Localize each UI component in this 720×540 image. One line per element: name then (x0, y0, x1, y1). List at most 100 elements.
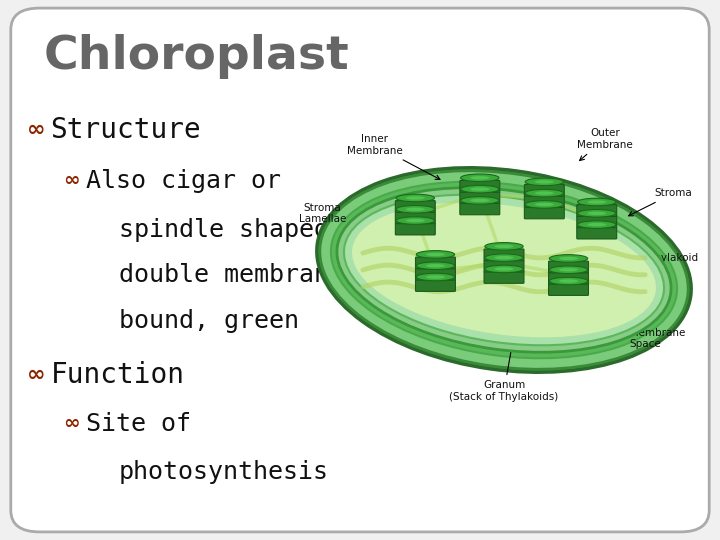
Ellipse shape (406, 197, 425, 200)
Text: bound, green: bound, green (119, 309, 299, 333)
Ellipse shape (577, 205, 616, 213)
Text: Stroma
Lamellae: Stroma Lamellae (299, 202, 392, 256)
Text: ∞: ∞ (63, 414, 80, 434)
Text: ∞: ∞ (27, 119, 46, 140)
Text: Granum
(Stack of Thylakoids): Granum (Stack of Thylakoids) (449, 326, 559, 402)
FancyBboxPatch shape (395, 223, 436, 235)
Ellipse shape (559, 257, 578, 260)
FancyBboxPatch shape (549, 261, 588, 273)
Ellipse shape (416, 262, 454, 269)
Ellipse shape (549, 266, 588, 274)
Ellipse shape (331, 182, 677, 358)
Ellipse shape (485, 260, 523, 268)
Ellipse shape (525, 190, 564, 197)
Ellipse shape (549, 284, 588, 292)
Ellipse shape (396, 224, 434, 231)
Ellipse shape (485, 249, 523, 257)
Ellipse shape (535, 180, 554, 184)
Ellipse shape (337, 188, 671, 352)
Text: Chloroplast: Chloroplast (43, 34, 349, 79)
Text: spindle shaped,: spindle shaped, (119, 218, 344, 241)
Ellipse shape (396, 205, 434, 213)
Ellipse shape (525, 201, 564, 208)
Ellipse shape (416, 268, 454, 276)
Ellipse shape (588, 223, 606, 226)
Ellipse shape (317, 168, 691, 372)
FancyBboxPatch shape (460, 192, 500, 204)
Text: Also cigar or: Also cigar or (86, 169, 282, 193)
Text: photosynthesis: photosynthesis (119, 461, 329, 484)
Ellipse shape (588, 200, 606, 204)
Text: Function: Function (50, 361, 184, 389)
FancyBboxPatch shape (524, 195, 564, 207)
Ellipse shape (406, 219, 425, 222)
Ellipse shape (416, 251, 454, 258)
Ellipse shape (461, 185, 499, 193)
Ellipse shape (535, 202, 554, 206)
FancyBboxPatch shape (549, 272, 588, 284)
Ellipse shape (461, 192, 499, 200)
Ellipse shape (461, 197, 499, 204)
FancyBboxPatch shape (484, 260, 524, 272)
Text: Outer
Membrane: Outer Membrane (577, 128, 633, 160)
Ellipse shape (525, 185, 564, 192)
Text: ∞: ∞ (63, 171, 80, 191)
Ellipse shape (577, 216, 616, 224)
Ellipse shape (461, 181, 499, 188)
FancyBboxPatch shape (415, 280, 456, 292)
Ellipse shape (549, 255, 588, 262)
Ellipse shape (577, 198, 616, 206)
FancyBboxPatch shape (577, 216, 617, 228)
Ellipse shape (577, 221, 616, 228)
Ellipse shape (470, 199, 490, 202)
Ellipse shape (396, 194, 434, 202)
FancyBboxPatch shape (577, 227, 617, 239)
Ellipse shape (396, 217, 434, 225)
FancyBboxPatch shape (460, 180, 500, 192)
Ellipse shape (406, 207, 425, 211)
Ellipse shape (416, 280, 454, 287)
Text: ∞: ∞ (27, 365, 46, 386)
Ellipse shape (485, 265, 523, 273)
Ellipse shape (396, 201, 434, 208)
Ellipse shape (485, 242, 523, 250)
Ellipse shape (495, 256, 513, 259)
Text: Site of: Site of (86, 412, 192, 436)
Ellipse shape (470, 187, 490, 191)
Ellipse shape (525, 196, 564, 204)
Ellipse shape (588, 212, 606, 215)
Ellipse shape (485, 254, 523, 261)
FancyBboxPatch shape (395, 212, 436, 224)
Ellipse shape (525, 178, 564, 186)
Ellipse shape (549, 273, 588, 280)
Ellipse shape (426, 275, 445, 279)
Ellipse shape (577, 227, 616, 235)
Ellipse shape (485, 272, 523, 280)
Ellipse shape (535, 192, 554, 195)
Ellipse shape (461, 174, 499, 181)
FancyBboxPatch shape (460, 203, 500, 215)
Ellipse shape (549, 277, 588, 285)
Text: Structure: Structure (50, 116, 201, 144)
FancyBboxPatch shape (395, 200, 436, 212)
Ellipse shape (470, 176, 490, 179)
Ellipse shape (396, 212, 434, 220)
Ellipse shape (495, 245, 513, 248)
FancyBboxPatch shape (11, 8, 709, 532)
FancyBboxPatch shape (484, 249, 524, 261)
Ellipse shape (352, 202, 656, 338)
Ellipse shape (577, 210, 616, 217)
Ellipse shape (426, 264, 445, 267)
Ellipse shape (495, 267, 513, 271)
Ellipse shape (559, 279, 578, 283)
FancyBboxPatch shape (577, 205, 617, 217)
Text: double membrane-: double membrane- (119, 264, 359, 287)
Ellipse shape (320, 171, 688, 369)
Text: Intermembrane
Space: Intermembrane Space (597, 323, 686, 349)
Ellipse shape (426, 253, 445, 256)
FancyBboxPatch shape (549, 284, 588, 295)
Ellipse shape (461, 203, 499, 211)
Ellipse shape (416, 273, 454, 281)
FancyBboxPatch shape (524, 185, 564, 196)
Text: Thylakoid: Thylakoid (613, 253, 698, 271)
